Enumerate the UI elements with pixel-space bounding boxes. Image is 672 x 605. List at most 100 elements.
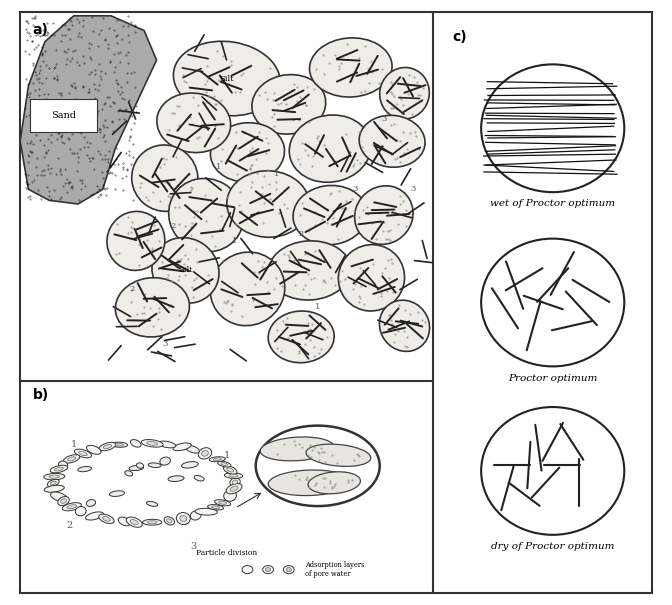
Text: Silt: Silt (220, 74, 234, 82)
Ellipse shape (359, 116, 425, 167)
Ellipse shape (339, 244, 405, 311)
Ellipse shape (99, 442, 116, 451)
Ellipse shape (125, 471, 132, 476)
Ellipse shape (289, 115, 371, 182)
Ellipse shape (355, 186, 413, 244)
Ellipse shape (47, 479, 59, 486)
Ellipse shape (158, 441, 176, 448)
Ellipse shape (110, 491, 124, 497)
Ellipse shape (265, 567, 271, 572)
Text: 1: 1 (216, 163, 221, 171)
Ellipse shape (142, 519, 162, 525)
Text: Silt: Silt (178, 266, 193, 275)
Text: a): a) (32, 23, 48, 37)
Ellipse shape (198, 448, 212, 459)
Ellipse shape (380, 68, 429, 119)
FancyBboxPatch shape (20, 12, 652, 593)
Ellipse shape (60, 499, 67, 503)
Ellipse shape (152, 238, 219, 303)
Ellipse shape (136, 463, 144, 468)
Ellipse shape (103, 445, 112, 449)
Ellipse shape (63, 455, 80, 463)
Ellipse shape (58, 497, 69, 506)
Ellipse shape (380, 300, 429, 352)
Ellipse shape (50, 492, 68, 502)
Ellipse shape (227, 171, 309, 237)
Ellipse shape (169, 178, 244, 252)
Ellipse shape (252, 74, 326, 134)
Text: Proctor optimum: Proctor optimum (508, 373, 597, 382)
Ellipse shape (75, 449, 91, 458)
Ellipse shape (221, 463, 228, 466)
Ellipse shape (86, 500, 95, 506)
Ellipse shape (157, 93, 230, 152)
Ellipse shape (213, 458, 221, 460)
Ellipse shape (308, 472, 360, 494)
Text: 2: 2 (171, 222, 175, 230)
Text: b): b) (32, 388, 49, 402)
Ellipse shape (260, 437, 334, 461)
Text: 1: 1 (71, 440, 77, 449)
Ellipse shape (229, 474, 238, 477)
Text: dry of Proctor optimum: dry of Proctor optimum (491, 542, 614, 551)
Ellipse shape (310, 38, 392, 97)
Ellipse shape (194, 476, 204, 481)
Ellipse shape (263, 566, 274, 574)
Ellipse shape (115, 443, 124, 446)
Text: 3: 3 (191, 542, 197, 551)
Ellipse shape (87, 445, 101, 454)
Text: 1: 1 (274, 171, 279, 178)
Ellipse shape (230, 478, 240, 486)
Ellipse shape (268, 311, 334, 363)
Ellipse shape (210, 252, 285, 325)
Ellipse shape (103, 517, 110, 521)
Ellipse shape (218, 501, 226, 505)
Ellipse shape (160, 457, 171, 465)
Ellipse shape (242, 566, 253, 574)
Ellipse shape (209, 457, 225, 462)
Ellipse shape (226, 483, 242, 494)
Ellipse shape (164, 517, 175, 525)
Ellipse shape (284, 566, 294, 574)
Text: 1: 1 (233, 237, 238, 245)
Ellipse shape (147, 521, 157, 524)
Polygon shape (20, 16, 157, 204)
Text: 3: 3 (162, 340, 167, 348)
Ellipse shape (481, 238, 624, 367)
Ellipse shape (286, 567, 292, 572)
Text: wet of Proctor optimum: wet of Proctor optimum (490, 199, 616, 208)
Text: 2: 2 (129, 285, 134, 293)
Ellipse shape (227, 468, 234, 472)
Text: 3: 3 (381, 115, 386, 123)
Ellipse shape (79, 451, 87, 456)
Ellipse shape (233, 480, 238, 485)
Ellipse shape (185, 445, 200, 453)
Ellipse shape (306, 444, 371, 466)
Ellipse shape (202, 451, 208, 456)
Ellipse shape (167, 518, 172, 523)
Ellipse shape (481, 407, 624, 535)
Ellipse shape (107, 211, 165, 270)
Ellipse shape (180, 515, 187, 522)
Ellipse shape (118, 517, 130, 526)
Text: Particle division: Particle division (196, 549, 257, 557)
Text: 1: 1 (224, 451, 230, 460)
Ellipse shape (126, 517, 142, 528)
FancyBboxPatch shape (30, 99, 97, 132)
Text: 2: 2 (298, 229, 304, 238)
Ellipse shape (181, 462, 198, 468)
Ellipse shape (268, 241, 351, 300)
Ellipse shape (224, 473, 243, 479)
Ellipse shape (141, 440, 163, 447)
Ellipse shape (173, 41, 280, 116)
Ellipse shape (208, 505, 224, 510)
Ellipse shape (58, 461, 68, 469)
Ellipse shape (146, 502, 158, 506)
Ellipse shape (116, 278, 190, 337)
Ellipse shape (256, 426, 380, 506)
Ellipse shape (190, 511, 201, 520)
Ellipse shape (78, 466, 91, 472)
Ellipse shape (44, 474, 65, 480)
Ellipse shape (176, 512, 190, 525)
Ellipse shape (214, 500, 230, 506)
